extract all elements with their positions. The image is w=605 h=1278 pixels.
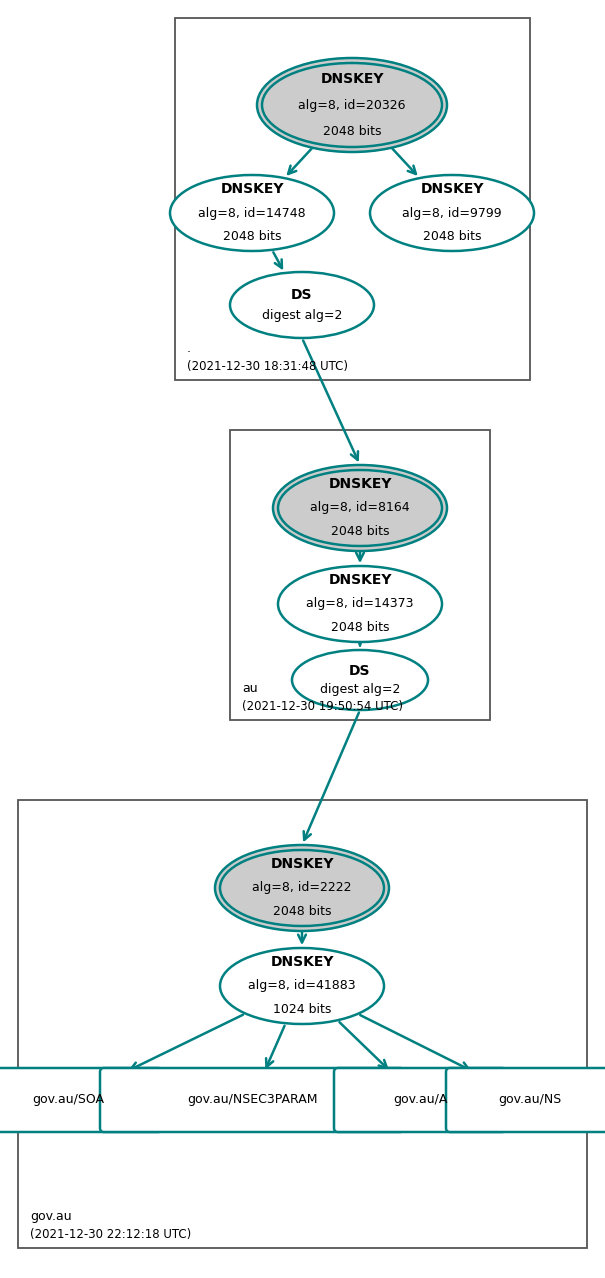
Text: au: au (242, 682, 258, 695)
Ellipse shape (292, 651, 428, 711)
Ellipse shape (215, 845, 389, 930)
Text: digest alg=2: digest alg=2 (320, 682, 400, 695)
Ellipse shape (230, 272, 374, 337)
Text: alg=8, id=41883: alg=8, id=41883 (248, 979, 356, 993)
Text: (2021-12-30 18:31:48 UTC): (2021-12-30 18:31:48 UTC) (187, 360, 348, 373)
Ellipse shape (262, 63, 442, 147)
Text: (2021-12-30 22:12:18 UTC): (2021-12-30 22:12:18 UTC) (30, 1228, 191, 1241)
Text: DNSKEY: DNSKEY (329, 574, 392, 588)
Text: DS: DS (291, 288, 313, 302)
Text: 2048 bits: 2048 bits (423, 230, 481, 243)
Text: gov.au/NS: gov.au/NS (499, 1094, 561, 1107)
Text: DNSKEY: DNSKEY (329, 478, 392, 492)
Ellipse shape (278, 470, 442, 546)
FancyBboxPatch shape (18, 800, 587, 1249)
Text: gov.au/NSEC3PARAM: gov.au/NSEC3PARAM (187, 1094, 317, 1107)
Text: 2048 bits: 2048 bits (273, 905, 332, 918)
Text: digest alg=2: digest alg=2 (262, 309, 342, 322)
Text: DNSKEY: DNSKEY (270, 858, 334, 872)
Ellipse shape (170, 175, 334, 250)
Text: gov.au/SOA: gov.au/SOA (32, 1094, 104, 1107)
Text: DNSKEY: DNSKEY (220, 183, 284, 197)
Text: .: . (187, 343, 191, 355)
Text: (2021-12-30 19:50:54 UTC): (2021-12-30 19:50:54 UTC) (242, 700, 403, 713)
Text: gov.au/A: gov.au/A (393, 1094, 447, 1107)
Ellipse shape (278, 566, 442, 642)
Ellipse shape (220, 948, 384, 1024)
FancyBboxPatch shape (100, 1068, 404, 1132)
Text: 2048 bits: 2048 bits (223, 230, 281, 243)
Text: DNSKEY: DNSKEY (270, 956, 334, 970)
Ellipse shape (273, 465, 447, 551)
Text: alg=8, id=20326: alg=8, id=20326 (298, 98, 406, 111)
FancyBboxPatch shape (446, 1068, 605, 1132)
Text: DS: DS (349, 663, 371, 677)
Text: DNSKEY: DNSKEY (420, 183, 484, 197)
Ellipse shape (370, 175, 534, 250)
Text: 2048 bits: 2048 bits (331, 621, 389, 634)
Text: 2048 bits: 2048 bits (322, 124, 381, 138)
Text: alg=8, id=14748: alg=8, id=14748 (198, 207, 306, 220)
Text: gov.au: gov.au (30, 1210, 71, 1223)
Text: 1024 bits: 1024 bits (273, 1003, 331, 1016)
Text: alg=8, id=14373: alg=8, id=14373 (306, 598, 414, 611)
Text: alg=8, id=2222: alg=8, id=2222 (252, 882, 352, 895)
FancyBboxPatch shape (230, 429, 490, 720)
FancyBboxPatch shape (334, 1068, 506, 1132)
Text: alg=8, id=9799: alg=8, id=9799 (402, 207, 502, 220)
FancyBboxPatch shape (0, 1068, 162, 1132)
Text: DNSKEY: DNSKEY (320, 72, 384, 86)
Text: alg=8, id=8164: alg=8, id=8164 (310, 501, 410, 515)
Text: 2048 bits: 2048 bits (331, 525, 389, 538)
Ellipse shape (257, 58, 447, 152)
FancyBboxPatch shape (175, 18, 530, 380)
Ellipse shape (220, 850, 384, 927)
